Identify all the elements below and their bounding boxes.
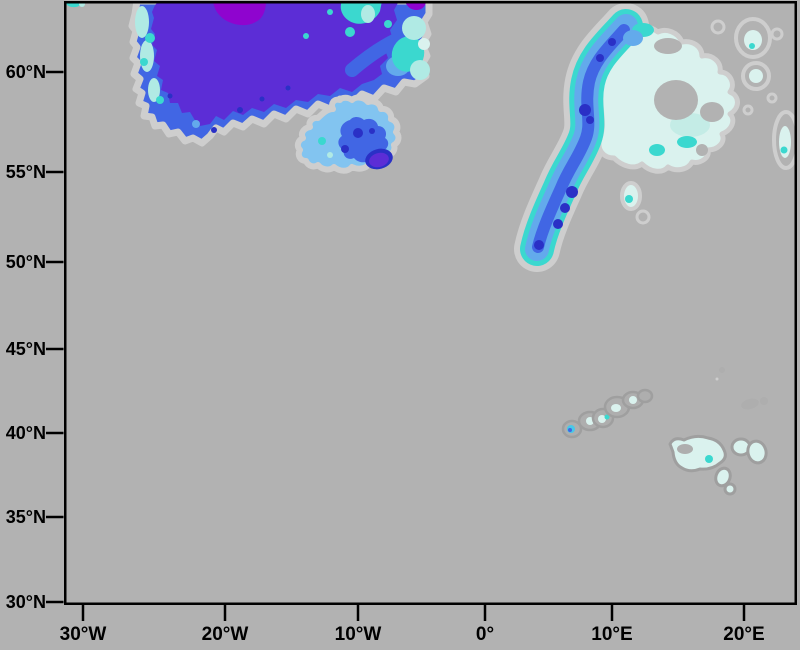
island-mint-core (749, 69, 763, 83)
turquoise-spot (327, 9, 333, 15)
west-pale-fringe (140, 40, 154, 72)
region-southeast-islands (668, 367, 768, 496)
west-pale-fringe (135, 6, 149, 38)
navy-spot (341, 145, 349, 153)
turquoise-spot (303, 33, 309, 39)
pale-cyan-patch (402, 16, 426, 40)
region-scandinavia (514, 3, 795, 272)
navy-speck (259, 96, 265, 102)
navy-spot (608, 38, 616, 46)
x-tick-label: 0° (475, 624, 495, 645)
x-tick-label: 20°W (201, 624, 249, 645)
region-greenland (128, 2, 433, 147)
pale-spot (327, 152, 333, 158)
se-mint-shape (746, 439, 768, 465)
axis-ticks-y (46, 70, 64, 604)
gray-hole (654, 38, 682, 54)
y-tick-label: 45°N (5, 339, 46, 359)
chain-island (636, 388, 654, 404)
turquoise-spot (604, 414, 610, 420)
se-gray-patch (677, 444, 693, 454)
chain-mint-core (611, 404, 621, 412)
navy-speck (285, 85, 291, 91)
navy-spot (566, 186, 578, 198)
turquoise-spot (140, 58, 148, 66)
y-tick-label: 55°N (5, 162, 46, 182)
se-gray-bit (760, 397, 768, 405)
axis-ticks-x (81, 604, 746, 621)
se-gray-bit (719, 367, 725, 373)
island-gray-dot (710, 19, 726, 35)
greenland-violet-interior (151, 2, 399, 126)
arc-top-sky (623, 30, 643, 46)
turquoise-spot (625, 195, 633, 203)
gray-dot (635, 209, 651, 225)
x-tick-label: 10°E (591, 624, 633, 645)
y-tick-label: 35°N (5, 507, 46, 527)
turquoise-spot (677, 136, 697, 148)
gray-hole (725, 145, 735, 155)
navy-spot (553, 219, 563, 229)
navy-spot (579, 104, 591, 116)
turquoise-spot (156, 96, 164, 104)
y-tick-label: 50°N (5, 252, 46, 272)
se-mint-tail (714, 466, 732, 488)
x-tick-label: 20°E (723, 624, 765, 645)
greenland-ne-royal-band (345, 33, 403, 77)
island-mint-core (744, 30, 762, 50)
se-mint-tail (723, 482, 737, 496)
navy-spot (534, 240, 544, 250)
navy-speck (211, 127, 217, 133)
y-tick-label: 40°N (5, 423, 46, 443)
navy-spot (369, 128, 375, 134)
greenland-purple-core (213, 2, 266, 26)
pale-cyan-patch (410, 60, 430, 80)
region-iceland (294, 94, 402, 174)
navy-spot (560, 203, 570, 213)
gray-hole (700, 102, 724, 122)
x-tick-label: 10°W (334, 624, 382, 645)
se-mint-shape (668, 434, 727, 473)
y-tick-label: 60°N (5, 62, 46, 82)
navy-speck (237, 107, 243, 113)
turquoise-spot (649, 144, 665, 156)
gray-hole (654, 80, 698, 120)
plot-border (64, 1, 797, 605)
x-tick-label: 30°W (59, 624, 107, 645)
se-gray-speck (715, 377, 719, 381)
turquoise-spot (780, 146, 788, 154)
turquoise-spot (384, 20, 392, 28)
island-gray-dot (742, 104, 754, 116)
turquoise-spot (345, 27, 355, 37)
turquoise-spot (145, 33, 155, 43)
sky-spot (192, 120, 200, 128)
west-pale-fringe (148, 78, 160, 102)
island-gray-dot (770, 27, 784, 41)
turquoise-spot (749, 43, 755, 49)
turquoise-spot (318, 137, 326, 145)
island-gray-dot (766, 92, 778, 104)
pale-cyan-patch (361, 5, 375, 23)
chain-mint-core (598, 415, 606, 423)
se-gray-bit (741, 398, 759, 410)
turquoise-spot (705, 455, 713, 463)
navy-speck (167, 93, 173, 99)
iceland-violet-core (369, 152, 389, 168)
greenland-purple-sliver (405, 2, 426, 10)
navy-spot (596, 54, 604, 62)
y-tick-label: 30°N (5, 592, 46, 612)
navy-spot (586, 116, 594, 124)
chain-mint-core (629, 396, 637, 404)
chain-blue-dot (568, 428, 572, 432)
region-island-chain (561, 388, 654, 439)
mint-spot (418, 38, 430, 50)
navy-spot (353, 128, 363, 138)
gray-hole (696, 144, 708, 156)
